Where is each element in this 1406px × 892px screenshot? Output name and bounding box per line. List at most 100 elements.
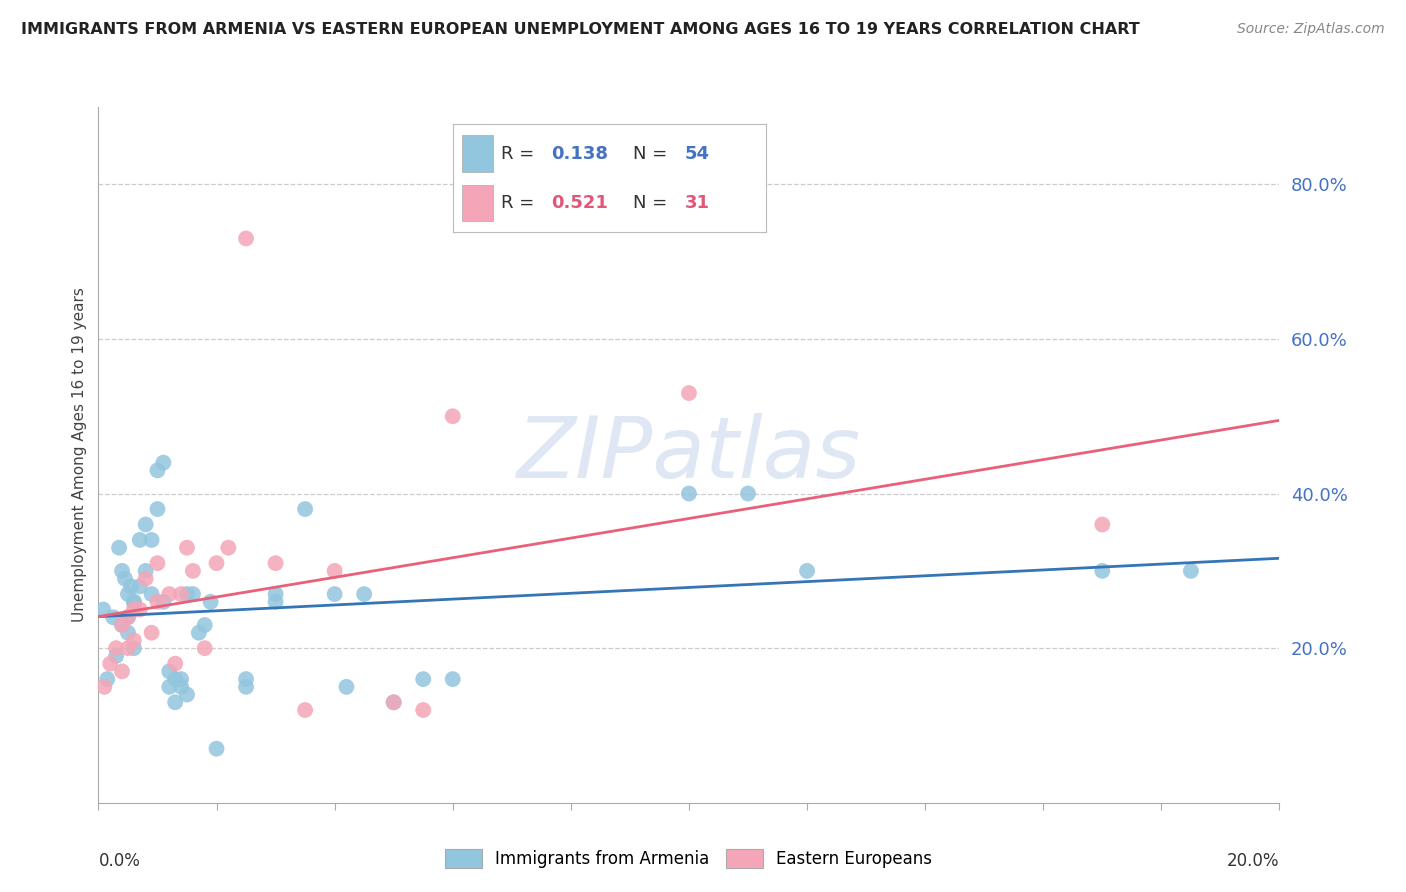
Point xyxy=(103,610,125,624)
Point xyxy=(181,587,204,601)
Point xyxy=(93,680,115,694)
Point xyxy=(122,602,145,616)
Point xyxy=(135,564,157,578)
Point xyxy=(98,657,121,671)
Point xyxy=(111,618,134,632)
Text: N =: N = xyxy=(633,145,672,162)
Point xyxy=(441,409,464,424)
Point xyxy=(117,610,139,624)
Bar xyxy=(463,185,494,221)
Point xyxy=(194,641,217,656)
Text: 54: 54 xyxy=(685,145,710,162)
Point xyxy=(678,386,700,401)
Point xyxy=(335,680,357,694)
Point xyxy=(146,595,169,609)
Text: 20.0%: 20.0% xyxy=(1227,852,1279,870)
Text: R =: R = xyxy=(502,145,540,162)
Point xyxy=(412,672,434,686)
Point xyxy=(157,680,180,694)
Point xyxy=(194,618,217,632)
Point xyxy=(111,618,134,632)
Point xyxy=(117,587,139,601)
Text: ZIPatlas: ZIPatlas xyxy=(517,413,860,497)
Point xyxy=(146,463,169,477)
Text: IMMIGRANTS FROM ARMENIA VS EASTERN EUROPEAN UNEMPLOYMENT AMONG AGES 16 TO 19 YEA: IMMIGRANTS FROM ARMENIA VS EASTERN EUROP… xyxy=(21,22,1140,37)
Point xyxy=(111,564,134,578)
Point xyxy=(441,672,464,686)
Y-axis label: Unemployment Among Ages 16 to 19 years: Unemployment Among Ages 16 to 19 years xyxy=(72,287,87,623)
Point xyxy=(382,695,405,709)
Point xyxy=(294,502,316,516)
Point xyxy=(170,587,193,601)
Point xyxy=(128,602,150,616)
Text: 0.521: 0.521 xyxy=(551,194,609,212)
Point xyxy=(122,595,145,609)
Point xyxy=(114,572,136,586)
Point xyxy=(120,579,142,593)
Point xyxy=(135,572,157,586)
Point xyxy=(235,680,257,694)
Point xyxy=(117,625,139,640)
Text: R =: R = xyxy=(502,194,540,212)
Point xyxy=(382,695,405,709)
Point xyxy=(1091,517,1114,532)
Point xyxy=(117,610,139,624)
Point xyxy=(264,556,287,570)
Point xyxy=(176,688,198,702)
Point xyxy=(200,595,222,609)
Point xyxy=(141,533,163,547)
Text: Source: ZipAtlas.com: Source: ZipAtlas.com xyxy=(1237,22,1385,37)
Point xyxy=(152,456,174,470)
Point xyxy=(205,556,228,570)
Point xyxy=(264,587,287,601)
Point xyxy=(678,486,700,500)
Point xyxy=(122,633,145,648)
Point xyxy=(111,665,134,679)
Point xyxy=(235,672,257,686)
Point xyxy=(217,541,239,555)
Point xyxy=(146,556,169,570)
Point xyxy=(170,672,193,686)
Point xyxy=(122,641,145,656)
Point xyxy=(141,625,163,640)
Point xyxy=(176,541,198,555)
Point xyxy=(146,502,169,516)
Text: N =: N = xyxy=(633,194,672,212)
Point xyxy=(1091,564,1114,578)
Point xyxy=(737,486,759,500)
Point xyxy=(412,703,434,717)
Point xyxy=(1180,564,1202,578)
Point xyxy=(294,703,316,717)
Point xyxy=(152,595,174,609)
Point xyxy=(91,602,114,616)
Point xyxy=(181,564,204,578)
Point xyxy=(264,595,287,609)
Point xyxy=(176,587,198,601)
Point xyxy=(128,533,150,547)
Text: 0.0%: 0.0% xyxy=(98,852,141,870)
Point xyxy=(108,541,131,555)
Point xyxy=(165,657,187,671)
Point xyxy=(96,672,118,686)
Point xyxy=(323,587,346,601)
Bar xyxy=(463,136,494,172)
Point xyxy=(105,641,128,656)
Legend: Immigrants from Armenia, Eastern Europeans: Immigrants from Armenia, Eastern Europea… xyxy=(439,842,939,874)
Point xyxy=(353,587,375,601)
Point xyxy=(157,587,180,601)
Point xyxy=(128,579,150,593)
Point xyxy=(323,564,346,578)
Point xyxy=(165,695,187,709)
Point xyxy=(187,625,209,640)
Point xyxy=(141,587,163,601)
Point xyxy=(796,564,818,578)
Text: 31: 31 xyxy=(685,194,710,212)
Point xyxy=(170,680,193,694)
Point xyxy=(205,741,228,756)
Point xyxy=(165,672,187,686)
Text: 0.138: 0.138 xyxy=(551,145,609,162)
Point xyxy=(157,665,180,679)
Point xyxy=(135,517,157,532)
Point xyxy=(122,595,145,609)
Point xyxy=(117,641,139,656)
